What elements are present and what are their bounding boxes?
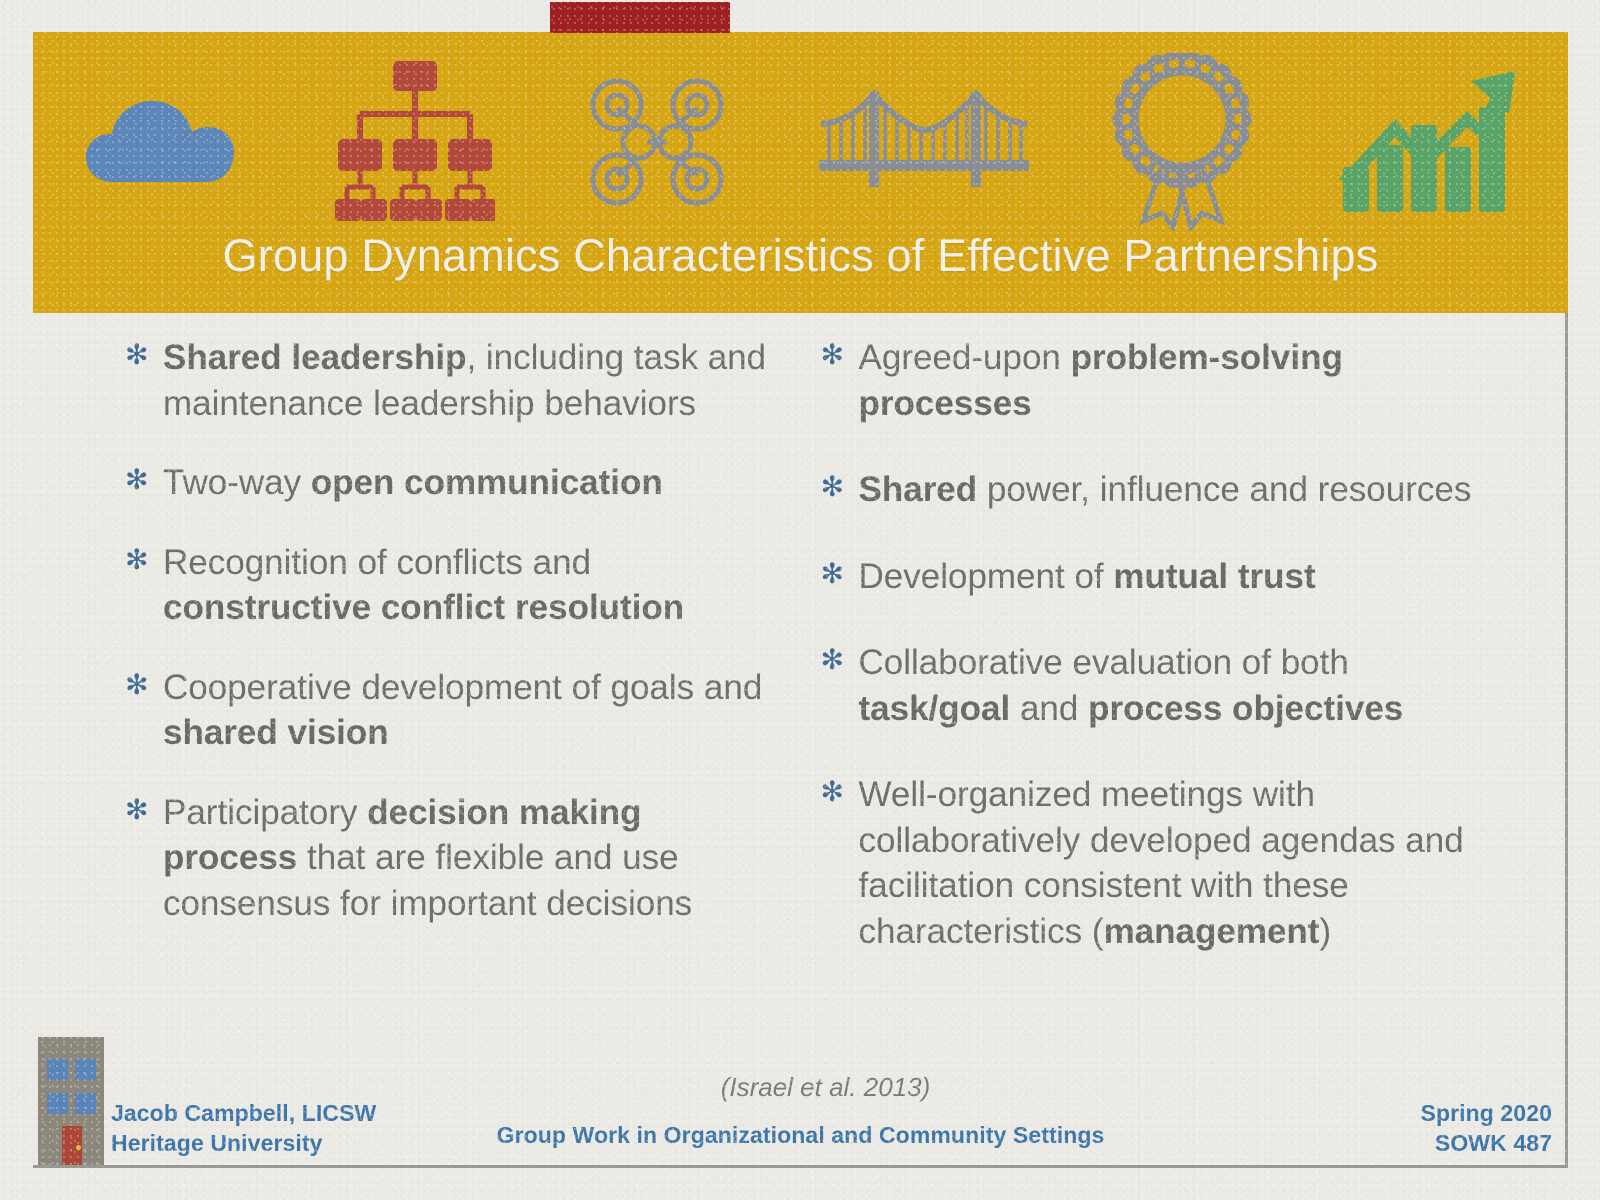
bullet-emphasis: decision making process (163, 792, 642, 878)
bullet-text: Agreed-upon problem-solving processes (859, 335, 1499, 426)
bullet-plain: and (1010, 688, 1089, 728)
bullet-plain: that are flexible and use consensus for … (163, 838, 693, 923)
asterisk-bullet-icon: ✻ (125, 793, 149, 825)
bullet-emphasis: problem-solving processes (858, 338, 1343, 423)
bullet-plain: Participatory (163, 792, 368, 832)
bullet-item: ✻ Cooperative development of goals and sh… (125, 665, 773, 756)
logo-window (75, 1093, 96, 1114)
header-icon-row (33, 52, 1568, 231)
bullet-item: ✻ Shared power, influence and resources (821, 467, 1499, 513)
presenter-info: Jacob Campbell, LICSW Heritage Universit… (111, 1099, 376, 1159)
bullet-text: Recognition of conflicts and constructiv… (163, 540, 773, 631)
bullet-item: ✻ Participatory decision making process t… (125, 790, 773, 927)
asterisk-bullet-icon: ✻ (125, 339, 149, 370)
bullet-plain: Development of (858, 556, 1114, 596)
term-label: Spring 2020 (1420, 1100, 1552, 1127)
presenter-organization: Heritage University (111, 1130, 323, 1157)
org-chart-icon (335, 59, 496, 224)
presenter-name: Jacob Campbell, LICSW (111, 1100, 377, 1127)
asterisk-bullet-icon: ✻ (125, 668, 149, 700)
bullet-emphasis: management (1103, 911, 1320, 951)
bullet-plain: ) (1319, 911, 1332, 951)
slide-header-band: Group Dynamics Characteristics of Effect… (33, 32, 1568, 313)
bullet-emphasis: Shared (858, 470, 978, 509)
bullet-plain: , including task and maintenance leaders… (163, 338, 767, 423)
bullet-text: Collaborative evaluation of both task/go… (859, 640, 1499, 731)
bullet-text: Development of mutual trust (859, 554, 1499, 600)
asterisk-bullet-icon: ✻ (820, 339, 844, 370)
asterisk-bullet-icon: ✻ (820, 471, 844, 502)
citation: (Israel et al. 2013) (720, 1072, 931, 1102)
bullet-column-right: ✻ Agreed-upon problem-solving processes ✻ S… (801, 313, 1569, 1053)
bullet-emphasis: task/goal (858, 688, 1011, 728)
page-title: Group Dynamics Characteristics of Effect… (222, 230, 1379, 281)
bullet-item: ✻ Agreed-upon problem-solving processes (821, 335, 1499, 426)
bullet-text: Well-organized meetings with collaborati… (859, 772, 1499, 954)
course-title: Group Work in Organizational and Communi… (496, 1122, 1105, 1148)
bullet-emphasis: Shared leadership (163, 338, 467, 377)
bullet-text: Cooperative development of goals and sha… (163, 665, 773, 756)
bullet-text: Shared power, influence and resources (859, 467, 1499, 513)
bullet-text: Two-way open communication (163, 460, 773, 506)
course-code: SOWK 487 (1434, 1130, 1552, 1157)
bullet-text: Participatory decision making process th… (163, 790, 773, 927)
asterisk-bullet-icon: ✻ (125, 543, 149, 575)
logo-door (62, 1126, 82, 1165)
bullet-plain: Cooperative development of goals and (163, 667, 763, 707)
bullet-plain: Agreed-upon (858, 338, 1071, 377)
cloud-icon (84, 87, 254, 197)
bullet-plain: Recognition of conflicts and (163, 542, 592, 582)
bullet-item: ✻ Collaborative evaluation of both task/g… (821, 640, 1499, 731)
bullet-text: Shared leadership, including task and ma… (163, 335, 773, 426)
bullet-item: ✻ Recognition of conflicts and constructi… (125, 540, 773, 631)
award-ribbon-icon (1110, 52, 1255, 231)
bullet-emphasis: process objectives (1088, 688, 1404, 728)
asterisk-bullet-icon: ✻ (820, 776, 844, 807)
top-red-tab (550, 2, 730, 33)
bullet-plain: Well-organized meetings with collaborati… (858, 775, 1464, 951)
logo-doorknob (76, 1145, 81, 1150)
bullet-plain: Two-way (163, 463, 311, 502)
term-info: Spring 2020 SOWK 487 (1421, 1099, 1553, 1159)
growth-chart-icon (1337, 67, 1517, 217)
bullet-item: ✻ Two-way open communication (125, 460, 773, 506)
network-icon (577, 72, 737, 212)
slide-footer: Jacob Campbell, LICSW Heritage Universit… (33, 1037, 1568, 1165)
bullet-emphasis: open communication (310, 463, 663, 502)
bullet-item: ✻ Development of mutual trust (821, 554, 1499, 600)
slide-canvas: Group Dynamics Characteristics of Effect… (33, 32, 1568, 1168)
bullet-plain: power, influence and resources (977, 470, 1472, 509)
asterisk-bullet-icon: ✻ (820, 644, 844, 675)
bridge-icon (818, 82, 1029, 202)
content-columns: ✻ Shared leadership, including task and m… (33, 313, 1568, 1053)
bullet-column-left: ✻ Shared leadership, including task and m… (33, 313, 801, 1053)
asterisk-bullet-icon: ✻ (125, 464, 149, 495)
logo-window (47, 1059, 68, 1080)
bullet-emphasis: shared vision (163, 713, 389, 752)
logo-window (47, 1093, 68, 1114)
bullet-emphasis: mutual trust (1113, 556, 1316, 596)
bullet-item: ✻ Shared leadership, including task and m… (125, 335, 773, 426)
asterisk-bullet-icon: ✻ (820, 557, 844, 589)
bullet-item: ✻ Well-organized meetings with collaborat… (821, 772, 1499, 954)
logo-window (75, 1059, 96, 1080)
heritage-university-logo-icon (38, 1037, 104, 1165)
bullet-plain: Collaborative evaluation of both (858, 643, 1349, 682)
bullet-emphasis: constructive conflict resolution (163, 588, 685, 627)
